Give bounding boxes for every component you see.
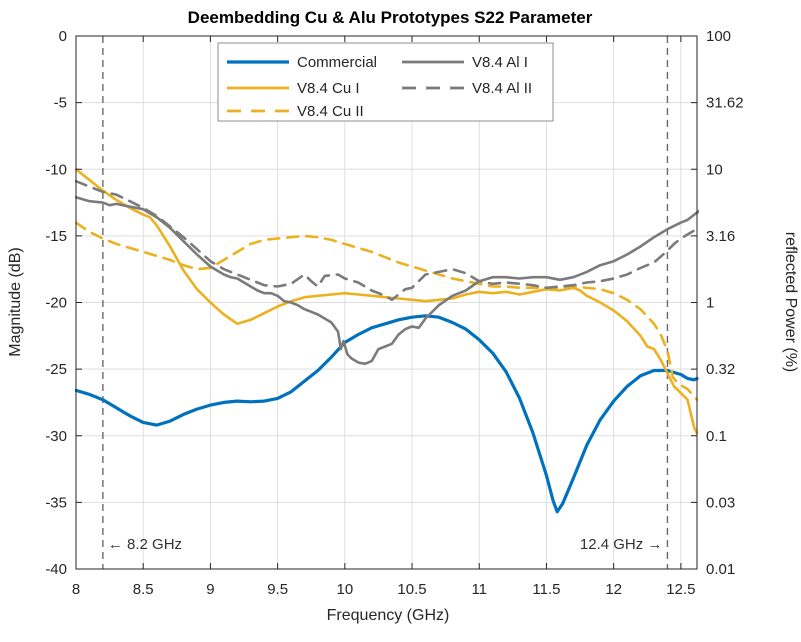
- x-tick-label: 10: [336, 581, 353, 598]
- x-axis-label: Frequency (GHz): [327, 607, 450, 624]
- y-tick-label-right: 0.32: [706, 361, 735, 378]
- tick-labels: 8 8.5 9 9.5 10 10.5 11 11.5 12 12.5 0 100 -5 31.62 -10…: [45, 28, 743, 598]
- y-tick-label-right: 0.1: [706, 428, 727, 445]
- y-tick-label-left: -30: [45, 428, 67, 445]
- x-tick-label: 11.5: [532, 581, 560, 598]
- marker-label-8.2ghz: ← 8.2 GHz: [108, 536, 182, 553]
- x-tick-label: 8: [72, 581, 80, 598]
- annotations: ← 8.2 GHz 12.4 GHz →: [108, 536, 663, 553]
- y-tick-label-right: 10: [706, 161, 723, 178]
- y-tick-label-left: 0: [59, 28, 67, 45]
- y-tick-label-right: 0.01: [706, 561, 735, 578]
- chart-title: Deembedding Cu & Alu Prototypes S22 Para…: [188, 8, 593, 27]
- legend-label-al2: V8.4 Al II: [472, 80, 532, 97]
- x-tick-label: 9: [206, 581, 214, 598]
- legend-box: [217, 42, 554, 122]
- y-tick-label-right: 100: [706, 28, 731, 45]
- series-line-al2: [75, 179, 699, 302]
- y-tick-label-left: -5: [54, 95, 67, 112]
- legend: Commercial V8.4 Cu I V8.4 Cu II V8.4 Al I V8…: [217, 42, 554, 122]
- legend-label-al1: V8.4 Al I: [472, 54, 528, 71]
- x-tick-label: 12.5: [666, 581, 695, 598]
- y-tick-label-left: -15: [45, 228, 67, 245]
- y-tick-label-right: 3.16: [706, 228, 735, 245]
- y-tick-label-left: -40: [45, 561, 67, 578]
- x-tick-label: 9.5: [267, 581, 288, 598]
- y-tick-label-left: -35: [45, 494, 67, 511]
- y-tick-label-left: -20: [45, 295, 67, 312]
- series-line-al1: [75, 195, 699, 366]
- y-tick-label-right: 1: [706, 295, 714, 312]
- data-series: [75, 168, 699, 514]
- y-axis-label-left: Magnitude (dB): [7, 247, 24, 356]
- axes: [75, 35, 698, 570]
- marker-lines: [102, 36, 669, 569]
- legend-label-cu1: V8.4 Cu I: [297, 80, 360, 97]
- legend-label-cu2: V8.4 Cu II: [297, 103, 364, 120]
- series-line-commercial: [75, 314, 699, 514]
- legend-label-commercial: Commercial: [297, 54, 377, 71]
- x-tick-label: 10.5: [397, 581, 426, 598]
- series-line-cu1: [75, 168, 699, 435]
- y-tick-label-left: -25: [45, 361, 67, 378]
- y-tick-label-right: 31.62: [706, 95, 744, 112]
- y-tick-label-right: 0.03: [706, 494, 735, 511]
- y-tick-label-left: -10: [45, 161, 67, 178]
- x-tick-label: 11: [471, 581, 487, 598]
- y-axis-label-right: reflected Power (%): [782, 232, 799, 373]
- x-tick-label: 8.5: [133, 581, 154, 598]
- marker-label-12.4ghz: 12.4 GHz →: [580, 536, 663, 553]
- x-tick-label: 12: [605, 581, 622, 598]
- series-line-cu2: [75, 221, 699, 402]
